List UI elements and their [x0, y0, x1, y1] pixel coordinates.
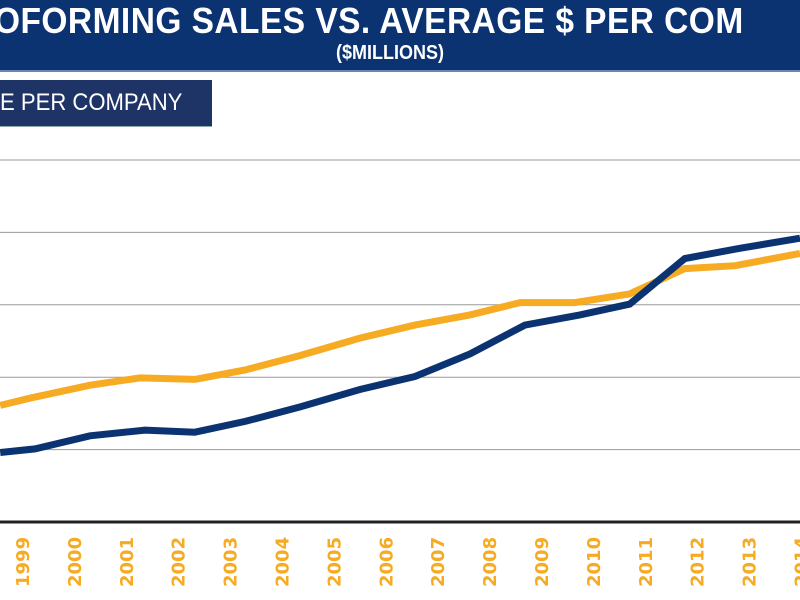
x-tick-label: 2001 — [117, 537, 138, 587]
legend-label: E PER COMPANY — [0, 89, 183, 116]
x-tick-label: 2005 — [324, 537, 345, 587]
chart-title: OFORMING SALES VS. AVERAGE $ PER COM — [0, 0, 744, 41]
x-tick-label: 2013 — [740, 537, 761, 587]
title-banner: OFORMING SALES VS. AVERAGE $ PER COM ($M… — [0, 0, 800, 72]
x-tick-label: 2010 — [584, 537, 605, 587]
chart-subtitle: ($MILLIONS) — [336, 42, 444, 64]
x-tick-label: 2011 — [636, 537, 657, 587]
navy-series-line — [0, 234, 800, 456]
x-tick-label: 2008 — [480, 537, 501, 587]
x-tick-label: 2004 — [273, 537, 294, 587]
x-tick-label: 2006 — [376, 537, 397, 587]
x-tick-label: 2009 — [532, 537, 553, 587]
legend-box: E PER COMPANY — [0, 80, 212, 127]
x-tick-label: 2007 — [428, 537, 449, 587]
x-tick-label: 2000 — [65, 537, 86, 587]
x-tick-label: 2014 — [792, 537, 800, 587]
x-tick-label: 2002 — [169, 537, 190, 587]
x-tick-label: 1999 — [13, 537, 34, 587]
x-tick-label: 2012 — [688, 537, 709, 587]
x-tick-label: 2003 — [221, 537, 242, 587]
